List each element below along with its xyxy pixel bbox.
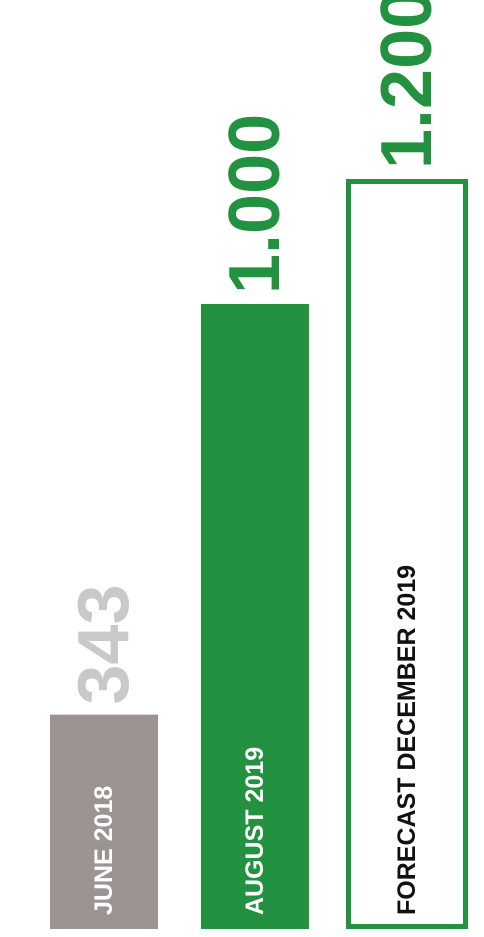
category-label-1: AUGUST 2019: [241, 747, 269, 915]
bar-0: [50, 714, 158, 929]
value-label-0: 343: [64, 584, 144, 704]
category-label-0: JUNE 2018: [90, 786, 118, 915]
value-label-1: 1.000: [215, 114, 295, 294]
bar-2: [346, 179, 468, 929]
bar-1: [201, 304, 309, 929]
value-label-2: 1.200: [367, 0, 447, 169]
category-label-2: FORECAST DECEMBER 2019: [393, 565, 421, 915]
